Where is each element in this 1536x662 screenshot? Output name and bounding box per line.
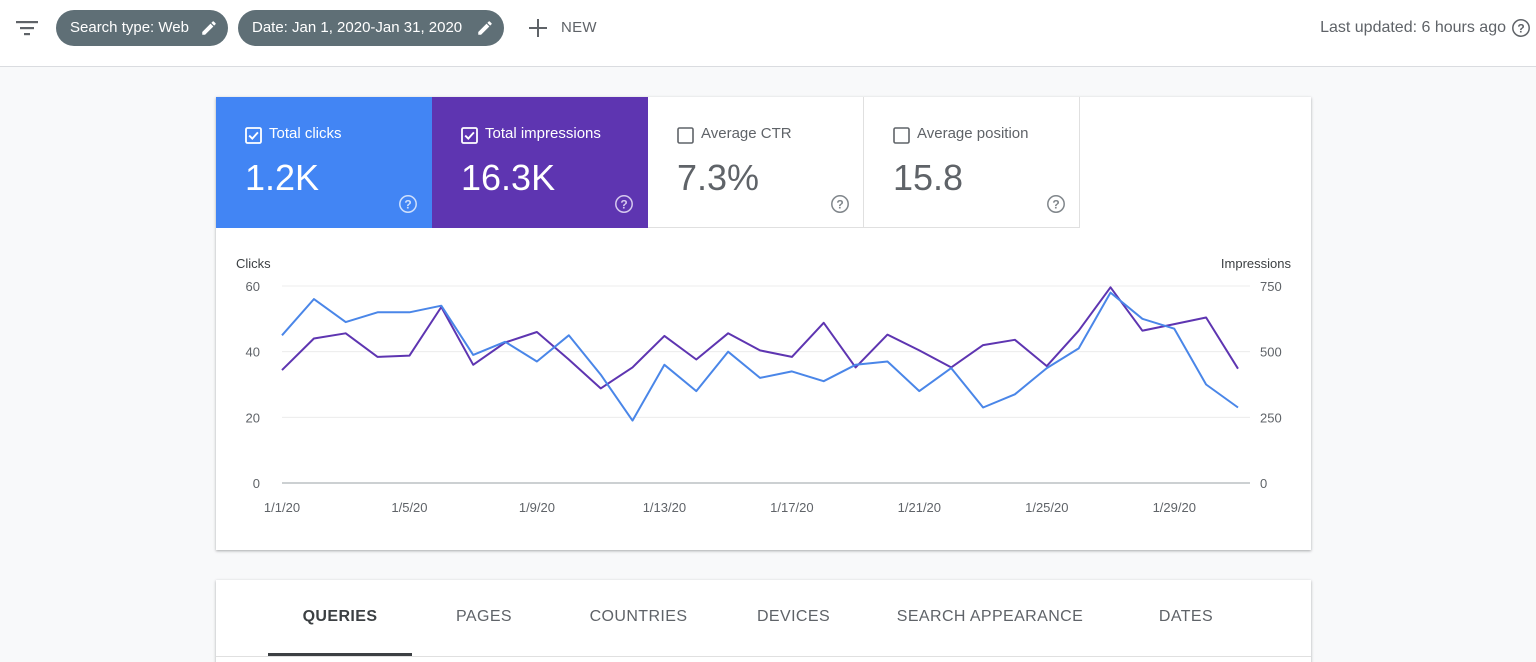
y-right-tick-label: 750: [1260, 279, 1282, 294]
help-icon[interactable]: ?: [830, 194, 850, 214]
metric-value: 16.3K: [461, 157, 556, 198]
y-right-tick-label: 250: [1260, 410, 1282, 425]
checkbox-unchecked-icon[interactable]: [677, 127, 694, 144]
date-range-chip[interactable]: Date: Jan 1, 2020-Jan 31, 2020: [238, 10, 504, 46]
metric-value: 15.8: [893, 157, 964, 198]
metric-total-impressions[interactable]: Total impressions 16.3K ?: [432, 97, 648, 228]
x-tick-label: 1/1/20: [264, 500, 300, 515]
svg-text:?: ?: [404, 197, 411, 211]
plus-icon: [529, 19, 547, 37]
y-left-axis-title: Clicks: [236, 256, 271, 271]
svg-text:?: ?: [1052, 197, 1059, 211]
x-tick-label: 1/17/20: [770, 500, 813, 515]
edit-pencil-icon: [478, 21, 492, 35]
x-tick-label: 1/25/20: [1025, 500, 1068, 515]
last-updated-text: Last updated: 6 hours ago: [1320, 19, 1506, 36]
help-icon[interactable]: ?: [398, 194, 418, 214]
x-tick-label: 1/29/20: [1153, 500, 1196, 515]
y-right-tick-label: 0: [1260, 476, 1267, 491]
metric-average-ctr[interactable]: Average CTR 7.3% ?: [648, 97, 864, 228]
help-icon[interactable]: ?: [1511, 18, 1531, 38]
x-tick-label: 1/13/20: [643, 500, 686, 515]
checkbox-unchecked-icon[interactable]: [893, 127, 910, 144]
new-filter-button[interactable]: NEW: [524, 10, 614, 46]
metric-label: Average CTR: [701, 125, 792, 142]
tab-pages[interactable]: PAGES: [456, 608, 512, 625]
x-tick-label: 1/5/20: [391, 500, 427, 515]
tab-queries[interactable]: QUERIES: [302, 608, 378, 625]
help-icon[interactable]: ?: [614, 194, 634, 214]
y-left-tick-label: 40: [246, 345, 260, 360]
new-filter-label: NEW: [561, 19, 597, 36]
metric-label: Average position: [917, 125, 1029, 142]
x-tick-label: 1/9/20: [519, 500, 555, 515]
y-left-tick-label: 20: [246, 410, 260, 425]
metric-total-clicks[interactable]: Total clicks 1.2K ?: [216, 97, 432, 228]
y-right-axis-title: Impressions: [1221, 256, 1292, 271]
metric-average-position[interactable]: Average position 15.8 ?: [864, 97, 1080, 228]
filter-icon[interactable]: [15, 17, 39, 39]
performance-card: Total clicks 1.2K ? Total impressions 16…: [216, 97, 1311, 550]
svg-text:?: ?: [1517, 21, 1524, 35]
tab-devices[interactable]: DEVICES: [756, 608, 831, 625]
series-line-total-impressions: [281, 286, 1239, 390]
y-left-tick-label: 60: [246, 279, 260, 294]
performance-chart-svg: Clicks Impressions 60 40 20 0 750 500 250 0 1/1/…: [236, 256, 1292, 515]
tab-countries[interactable]: COUNTRIES: [589, 608, 688, 625]
svg-text:?: ?: [620, 197, 627, 211]
metric-label: Total clicks: [269, 125, 342, 142]
checkbox-checked-icon[interactable]: [461, 127, 478, 144]
edit-pencil-icon: [202, 21, 216, 35]
active-tab-indicator: [268, 653, 412, 656]
report-tabs: QUERIES PAGES COUNTRIES DEVICES SEARCH A…: [216, 580, 1311, 662]
svg-text:?: ?: [836, 197, 843, 211]
y-left-tick-label: 0: [253, 476, 260, 491]
series-line-total-clicks: [281, 291, 1239, 422]
checkbox-checked-icon[interactable]: [245, 127, 262, 144]
performance-chart: Clicks Impressions 60 40 20 0 750 500 250 0 1/1/…: [216, 228, 1311, 550]
tab-dates[interactable]: DATES: [1158, 608, 1214, 625]
tabs-divider: [216, 656, 1311, 657]
y-right-tick-label: 500: [1260, 345, 1282, 360]
metric-label: Total impressions: [485, 125, 601, 142]
search-type-chip-label: Search type: Web: [70, 19, 189, 36]
tab-search-appearance[interactable]: SEARCH APPEARANCE: [896, 608, 1084, 625]
search-type-chip[interactable]: Search type: Web: [56, 10, 228, 46]
x-tick-label: 1/21/20: [898, 500, 941, 515]
top-bar: Search type: Web Date: Jan 1, 2020-Jan 3…: [0, 0, 1536, 67]
date-range-chip-label: Date: Jan 1, 2020-Jan 31, 2020: [252, 19, 463, 36]
metric-value: 7.3%: [677, 157, 760, 198]
metric-value: 1.2K: [245, 157, 320, 198]
help-icon[interactable]: ?: [1046, 194, 1066, 214]
